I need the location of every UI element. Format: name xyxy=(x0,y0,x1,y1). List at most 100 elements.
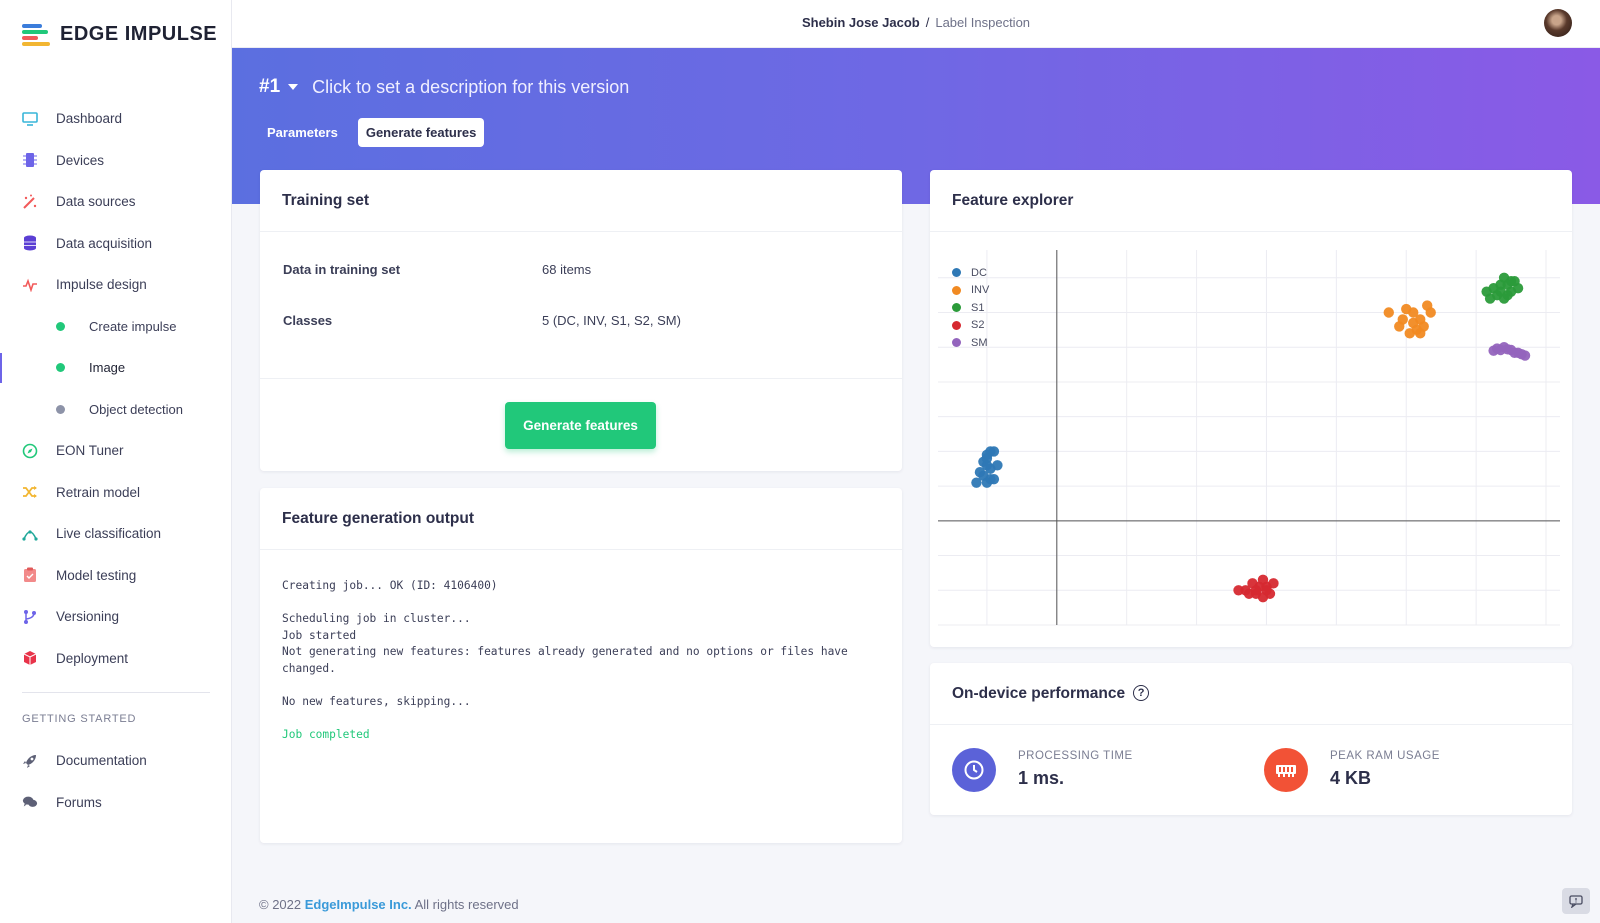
sidebar-item-deployment[interactable]: Deployment xyxy=(0,638,232,680)
chat-icon xyxy=(22,794,38,810)
classes-label: Classes xyxy=(283,313,333,328)
logo-text: EDGE IMPULSE xyxy=(60,22,218,45)
sidebar-help-nav: Documentation Forums xyxy=(0,740,232,823)
breadcrumb-user[interactable]: Shebin Jose Jacob xyxy=(801,15,920,30)
sidebar-item-retrain-model[interactable]: Retrain model xyxy=(0,472,232,514)
data-point-inv xyxy=(1425,307,1436,318)
peak-ram-label: PEAK RAM USAGE xyxy=(1330,750,1440,762)
classes-value: 5 (DC, INV, S1, S2, SM) xyxy=(542,313,681,328)
sidebar-item-impulse-design[interactable]: Impulse design xyxy=(0,264,232,306)
help-icon[interactable]: ? xyxy=(1133,685,1150,701)
job-log: Creating job... OK (ID: 4106400) Schedul… xyxy=(282,578,848,743)
branch-icon xyxy=(22,609,38,625)
logo[interactable]: EDGE IMPULSE xyxy=(22,22,217,46)
performance-card: On-device performance ? PROCESSING TIME … xyxy=(930,663,1572,815)
compass-icon xyxy=(22,443,38,459)
data-point-dc xyxy=(971,477,982,488)
status-dot xyxy=(56,363,65,373)
chat-icon xyxy=(1569,894,1583,908)
generate-features-button[interactable]: Generate features xyxy=(505,402,656,449)
sidebar-item-data-acquisition[interactable]: Data acquisition xyxy=(0,223,232,265)
data-point-inv xyxy=(1401,303,1412,315)
job-status: Job completed xyxy=(282,727,370,741)
status-dot xyxy=(56,321,65,331)
sidebar-item-label: Live classification xyxy=(56,526,162,542)
rocket-icon xyxy=(22,753,38,769)
data-point-sm xyxy=(1516,348,1527,360)
sidebar-item-label: Create impulse xyxy=(89,318,177,334)
clipboard-icon xyxy=(22,567,38,583)
box-icon xyxy=(22,650,38,666)
version-number[interactable]: #1 xyxy=(259,76,281,97)
legend-item-s2[interactable]: S2 xyxy=(952,317,989,335)
sidebar-item-eon-tuner[interactable]: EON Tuner xyxy=(0,430,232,472)
card-title: Feature generation output xyxy=(260,488,902,550)
sidebar: EDGE IMPULSE Dashboard Devices Data sour… xyxy=(0,0,232,923)
sidebar-item-devices[interactable]: Devices xyxy=(0,140,232,182)
card-title: Feature explorer xyxy=(930,170,1572,232)
card-title: Training set xyxy=(260,170,902,232)
sidebar-item-label: Forums xyxy=(56,794,102,810)
top-bar: Shebin Jose Jacob / Label Inspection xyxy=(232,0,1600,48)
sidebar-item-object-detection[interactable]: Object detection xyxy=(0,389,232,431)
data-point-inv xyxy=(1404,328,1415,339)
chevron-down-icon[interactable] xyxy=(288,84,299,90)
sidebar-item-label: EON Tuner xyxy=(56,443,124,459)
footer-rights: All rights reserved xyxy=(414,897,519,912)
sidebar-item-dashboard[interactable]: Dashboard xyxy=(0,98,232,140)
version-description[interactable]: Click to set a description for this vers… xyxy=(312,76,630,97)
curve-icon xyxy=(22,526,38,542)
breadcrumb: Shebin Jose Jacob / Label Inspection xyxy=(232,15,1600,30)
sidebar-item-label: Model testing xyxy=(56,567,137,583)
processing-time-value: 1 ms. xyxy=(1018,768,1065,788)
footer-copyright: © 2022 xyxy=(259,897,302,912)
data-point-inv xyxy=(1394,321,1405,332)
data-point-inv xyxy=(1383,307,1394,318)
data-point-s2 xyxy=(1261,585,1272,596)
data-point-s1 xyxy=(1495,279,1506,290)
card-divider xyxy=(260,378,902,379)
chart-legend: DC INV S1 S2 SM xyxy=(952,264,989,352)
version-selector: #1 Click to set a description for this v… xyxy=(259,76,629,98)
feature-scatter-plot[interactable] xyxy=(930,170,1572,647)
sidebar-item-label: Retrain model xyxy=(56,484,141,500)
legend-item-dc[interactable]: DC xyxy=(952,264,989,282)
footer-company-link[interactable]: EdgeImpulse Inc. xyxy=(304,897,412,912)
sidebar-item-live-classification[interactable]: Live classification xyxy=(0,513,232,555)
feedback-button[interactable] xyxy=(1562,888,1590,914)
avatar[interactable] xyxy=(1544,9,1572,37)
wand-icon xyxy=(22,194,38,210)
feature-output-card: Feature generation output Creating job..… xyxy=(260,488,902,843)
sidebar-item-forums[interactable]: Forums xyxy=(0,782,232,824)
tab-generate-features[interactable]: Generate features xyxy=(357,118,485,147)
sidebar-item-image[interactable]: Image xyxy=(0,347,232,389)
memory-icon xyxy=(1264,748,1308,792)
breadcrumb-project[interactable]: Label Inspection xyxy=(935,15,1031,30)
tab-parameters[interactable]: Parameters xyxy=(267,125,338,140)
clock-icon xyxy=(952,748,996,792)
sidebar-item-documentation[interactable]: Documentation xyxy=(0,740,232,782)
data-point-dc xyxy=(981,477,993,488)
legend-item-sm[interactable]: SM xyxy=(952,334,989,352)
card-title: On-device performance ? xyxy=(930,663,1572,725)
legend-item-s1[interactable]: S1 xyxy=(952,299,989,317)
sidebar-item-label: Dashboard xyxy=(56,111,123,127)
data-point-s2 xyxy=(1250,585,1262,596)
data-point-inv xyxy=(1415,328,1426,339)
sidebar-item-model-testing[interactable]: Model testing xyxy=(0,555,232,597)
sidebar-item-versioning[interactable]: Versioning xyxy=(0,596,232,638)
sidebar-item-data-sources[interactable]: Data sources xyxy=(0,181,232,223)
training-data-label: Data in training set xyxy=(283,262,401,277)
feature-explorer-card: Feature explorer DC INV S1 S2 SM xyxy=(930,170,1572,647)
sidebar-item-create-impulse[interactable]: Create impulse xyxy=(0,306,232,348)
training-data-value: 68 items xyxy=(542,262,592,277)
breadcrumb-separator: / xyxy=(925,15,930,30)
performance-title: On-device performance xyxy=(952,685,1126,702)
data-point-dc xyxy=(981,453,993,464)
legend-item-inv[interactable]: INV xyxy=(952,282,989,300)
training-set-card: Training set Data in training set 68 ite… xyxy=(260,170,902,471)
log-text: Creating job... OK (ID: 4106400) Schedul… xyxy=(282,579,848,708)
section-label: GETTING STARTED xyxy=(22,713,137,725)
data-point-s2 xyxy=(1268,578,1279,589)
sidebar-item-label: Deployment xyxy=(56,650,129,666)
